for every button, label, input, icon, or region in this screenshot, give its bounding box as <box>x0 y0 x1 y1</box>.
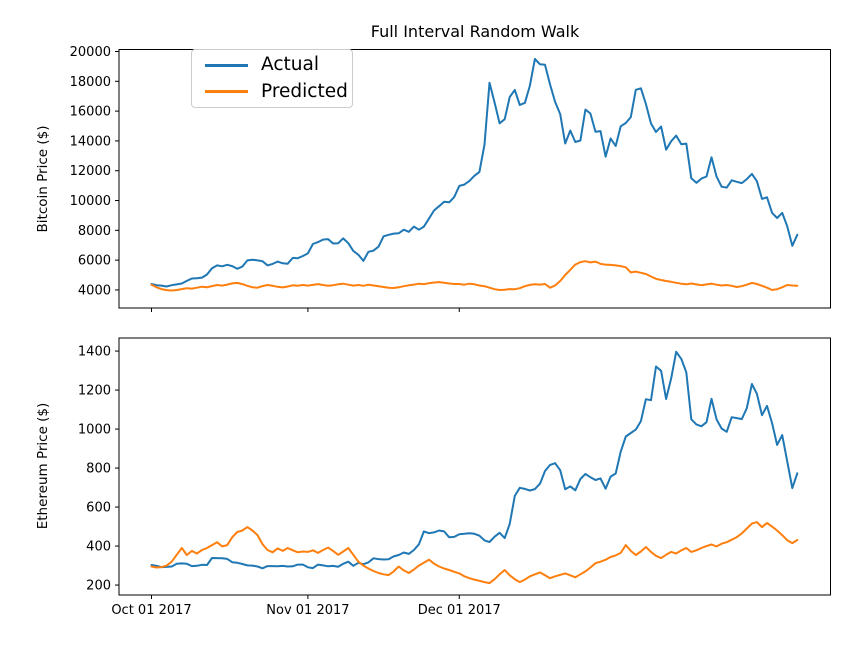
y-tick-label: 12000 <box>70 164 111 179</box>
predicted-line-swatch <box>205 90 248 94</box>
y-tick-label: 8000 <box>78 224 111 239</box>
ethereum-y-axis-label: Ethereum Price ($) <box>35 402 51 530</box>
bitcoin-y-axis-label: Bitcoin Price ($) <box>35 125 51 233</box>
actual-line-ethereum <box>150 350 799 570</box>
x-tick-label: Nov 01 2017 <box>266 603 349 618</box>
y-tick-label: 200 <box>86 579 111 594</box>
legend-label-actual: Actual <box>261 54 319 75</box>
y-tick-label: 16000 <box>70 105 111 120</box>
legend: Actual Predicted <box>191 49 353 108</box>
predicted-line-ethereum <box>150 521 799 585</box>
legend-entry-actual: Actual <box>205 52 352 79</box>
legend-label-predicted: Predicted <box>261 80 348 102</box>
y-tick-label: 10000 <box>70 194 111 209</box>
x-tick-label: Oct 01 2017 <box>111 603 191 618</box>
y-tick-label: 1400 <box>78 345 111 360</box>
y-tick-label: 6000 <box>78 254 111 269</box>
axes-frame-bitcoin <box>118 49 831 309</box>
y-tick-label: 1000 <box>78 423 111 438</box>
actual-line-bitcoin <box>150 57 799 288</box>
x-tick-label: Dec 01 2017 <box>418 603 501 618</box>
chart-title: Full Interval Random Walk <box>370 22 580 41</box>
y-tick-label: 14000 <box>70 134 111 149</box>
predicted-line-bitcoin <box>150 260 799 292</box>
legend-entry-predicted: Predicted <box>205 79 352 106</box>
y-tick-label: 18000 <box>70 75 111 90</box>
y-tick-label: 20000 <box>70 45 111 60</box>
y-tick-label: 1200 <box>78 384 111 399</box>
y-tick-label: 800 <box>86 462 111 477</box>
actual-line-swatch <box>205 63 248 67</box>
y-tick-label: 4000 <box>78 283 111 298</box>
axes-frame-ethereum <box>118 337 831 596</box>
y-tick-label: 400 <box>86 540 111 555</box>
y-tick-label: 600 <box>86 501 111 516</box>
